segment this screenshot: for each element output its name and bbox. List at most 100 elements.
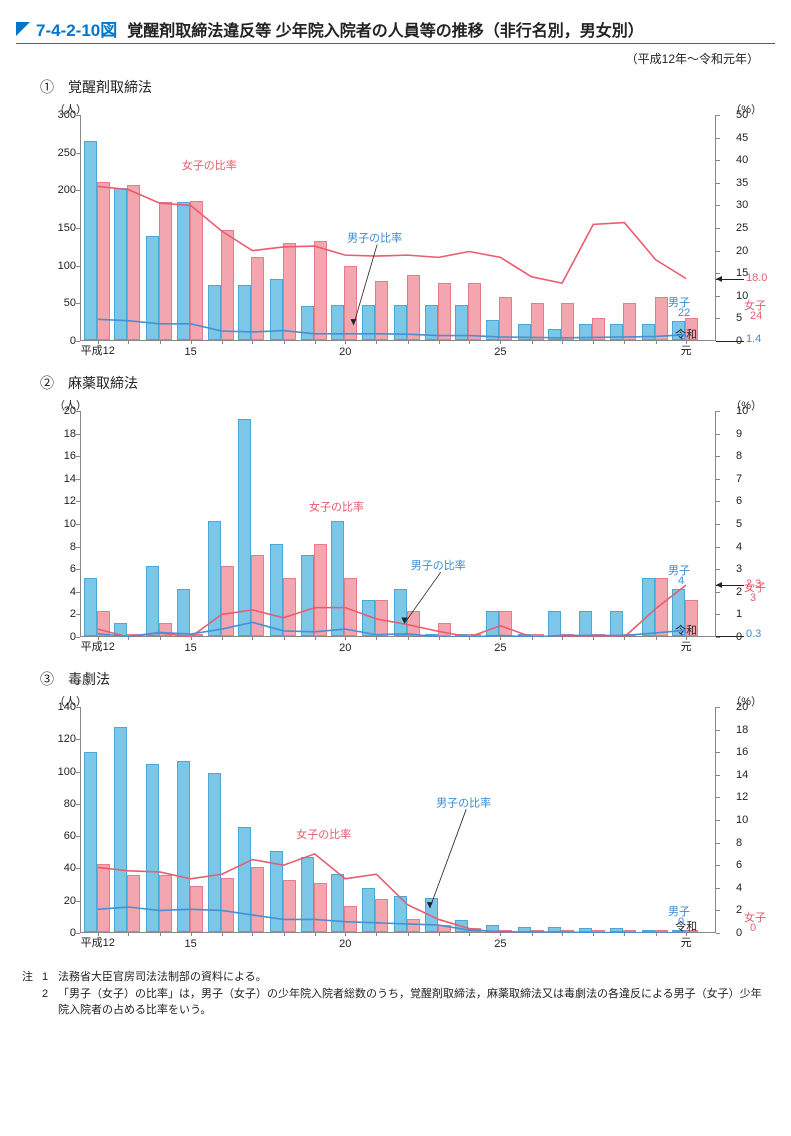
y-right-tick: 8 xyxy=(736,450,776,462)
bar-female xyxy=(221,230,234,340)
y-axis-left: （人）020406080100120140 xyxy=(36,693,80,955)
bar-female xyxy=(531,303,544,340)
y-left-tick: 14 xyxy=(36,473,76,485)
y-right-tick: 45 xyxy=(736,132,776,144)
bar-male xyxy=(238,285,251,340)
y-left-tick: 80 xyxy=(36,798,76,810)
y-right-tick: 10 xyxy=(736,814,776,826)
y-left-tick: 6 xyxy=(36,563,76,575)
y-right-tick: 18 xyxy=(736,724,776,736)
bar-male xyxy=(486,925,499,932)
bar-female xyxy=(438,925,451,932)
y-right-tick: 9 xyxy=(736,428,776,440)
bar-male xyxy=(146,566,159,636)
bar-female xyxy=(407,611,420,636)
y-left-tick: 20 xyxy=(36,405,76,417)
end-label: 24 xyxy=(750,310,762,322)
y-left-tick: 200 xyxy=(36,184,76,196)
y-left-tick: 150 xyxy=(36,222,76,234)
plot-area: 平成12152025令和元女子の比率男子の比率2.30.3男子4女子3 xyxy=(80,411,716,637)
bar-female xyxy=(655,578,668,637)
bar-male xyxy=(301,306,314,340)
y-right-tick: 25 xyxy=(736,222,776,234)
bar-male xyxy=(518,324,531,340)
bar-male xyxy=(146,236,159,340)
x-tick-label: 15 xyxy=(185,938,197,950)
bar-female xyxy=(499,611,512,636)
bar-female xyxy=(127,875,140,932)
y-left-tick: 8 xyxy=(36,541,76,553)
y-left-tick: 10 xyxy=(36,518,76,530)
bar-female xyxy=(97,864,110,932)
bar-female xyxy=(344,906,357,932)
bar-female xyxy=(375,281,388,340)
y-right-tick: 10 xyxy=(736,405,776,417)
y-left-tick: 0 xyxy=(36,927,76,939)
bar-female xyxy=(97,611,110,636)
end-label: 0.3 xyxy=(746,628,761,640)
bars xyxy=(80,411,716,636)
bar-male xyxy=(362,305,375,340)
y-left-tick: 300 xyxy=(36,109,76,121)
bar-male xyxy=(84,578,97,637)
bar-male xyxy=(642,324,655,340)
bar-female xyxy=(344,266,357,340)
bar-female xyxy=(283,880,296,932)
bar-female xyxy=(499,297,512,340)
figure-header: 7-4-2-10図 覚醒剤取締法違反等 少年院入院者の人員等の推移（非行名別，男… xyxy=(16,16,775,44)
bar-female xyxy=(375,600,388,636)
bar-male xyxy=(114,623,127,636)
bar-male xyxy=(270,544,283,636)
bar-female xyxy=(407,919,420,932)
note-1: 法務省大臣官房司法法制部の資料による。 xyxy=(58,969,267,986)
bar-male xyxy=(146,764,159,932)
bar-male xyxy=(642,930,655,932)
bar-male xyxy=(455,634,468,636)
bar-male xyxy=(84,752,97,932)
y-right-tick: 20 xyxy=(736,701,776,713)
x-tick-label: 20 xyxy=(339,938,351,950)
end-label: 0 xyxy=(678,916,684,928)
bar-male xyxy=(610,611,623,636)
chart: （人）02468101214161820（%）012345678910平成121… xyxy=(36,397,776,659)
end-label: 1.4 xyxy=(746,333,761,345)
bar-female xyxy=(344,578,357,637)
x-tick-label: 25 xyxy=(494,346,506,358)
bar-female xyxy=(623,303,636,340)
bar-male xyxy=(548,329,561,340)
bar-female xyxy=(314,544,327,636)
y-left-tick: 18 xyxy=(36,428,76,440)
bar-male xyxy=(455,305,468,340)
bar-female xyxy=(127,185,140,340)
bar-female xyxy=(407,275,420,340)
x-tick-label: 20 xyxy=(339,642,351,654)
header-marker xyxy=(16,22,30,36)
bar-male xyxy=(270,279,283,341)
bar-male xyxy=(642,578,655,637)
bar-female xyxy=(283,578,296,637)
y-left-tick: 0 xyxy=(36,335,76,347)
bar-male xyxy=(208,521,221,636)
y-left-tick: 12 xyxy=(36,495,76,507)
plot-area: 平成12152025令和元女子の比率男子の比率18.01.4男子22女子24 xyxy=(80,115,716,341)
end-label: 22 xyxy=(678,307,690,319)
bar-male xyxy=(425,898,438,932)
bar-female xyxy=(375,899,388,932)
footnotes: 注1法務省大臣官房司法法制部の資料による。 2「男子（女子）の比率」は，男子（女… xyxy=(22,969,769,1019)
chart: （人）020406080100120140（%）0246810121416182… xyxy=(36,693,776,955)
note-2: 「男子（女子）の比率」は，男子（女子）の少年院入院者総数のうち，覚醒剤取締法，麻… xyxy=(58,986,769,1019)
y-right-tick: 16 xyxy=(736,746,776,758)
y-right-tick: 8 xyxy=(736,837,776,849)
bar-male xyxy=(486,320,499,340)
chart-panel: ① 覚醒剤取締法（人）050100150200250300（%）05101520… xyxy=(36,77,775,363)
bar-male xyxy=(177,761,190,933)
y-left-tick: 120 xyxy=(36,733,76,745)
bar-male xyxy=(270,851,283,932)
chart-panel: ② 麻薬取締法（人）02468101214161820（%）0123456789… xyxy=(36,373,775,659)
y-right-tick: 30 xyxy=(736,199,776,211)
bar-female xyxy=(314,241,327,340)
bar-male xyxy=(425,305,438,340)
bar-male xyxy=(548,611,561,636)
chart-subtitle: ① 覚醒剤取締法 xyxy=(40,77,775,97)
y-right-tick: 4 xyxy=(736,882,776,894)
